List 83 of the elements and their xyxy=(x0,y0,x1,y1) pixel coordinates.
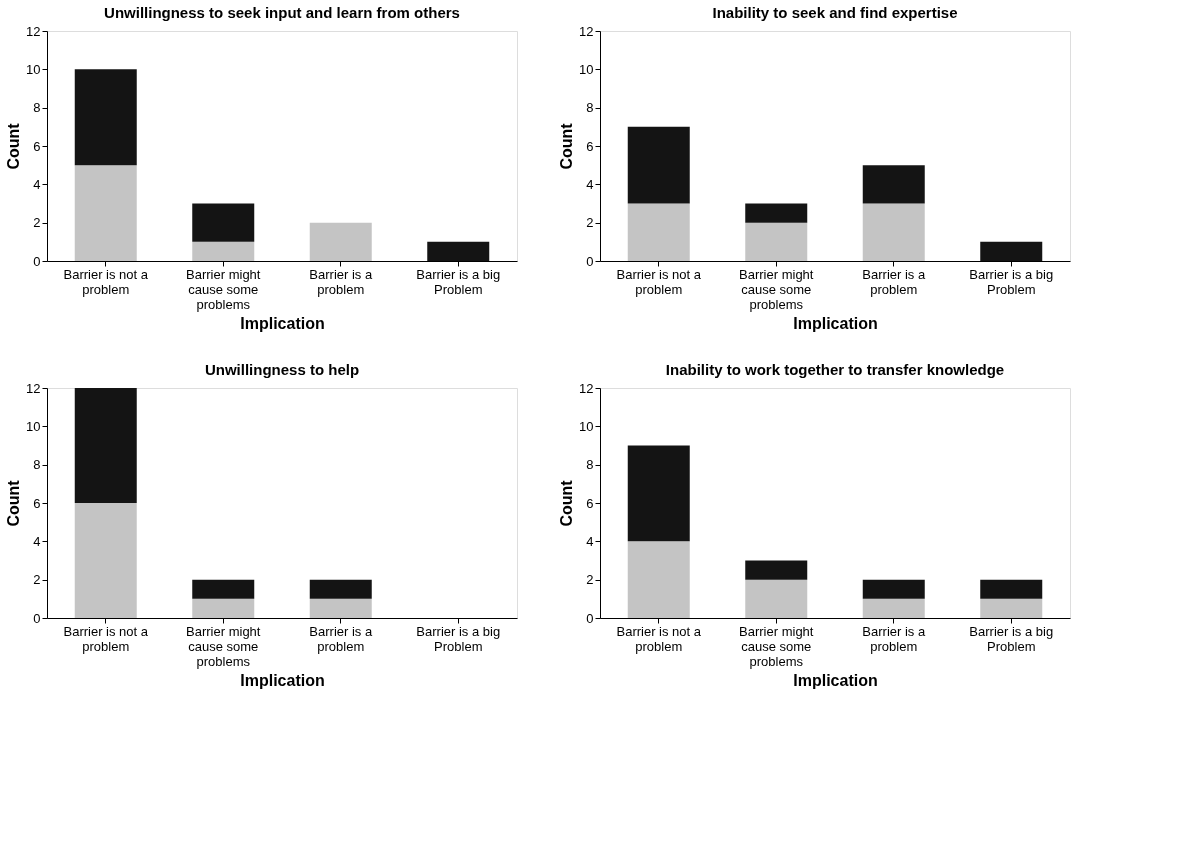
bar xyxy=(980,241,1043,261)
y-tick-label: 0 xyxy=(33,610,41,626)
y-tick-label: 8 xyxy=(586,100,594,116)
x-tick-label: Barrier is a big Problem xyxy=(969,266,1054,297)
bar xyxy=(627,203,690,261)
x-tick-label: Barrier might cause some problems xyxy=(186,623,261,669)
bar xyxy=(309,598,372,618)
bar xyxy=(309,579,372,599)
y-axis-title: Count xyxy=(5,122,23,170)
x-tick-label: Barrier is not a problem xyxy=(63,266,149,297)
x-tick-label: Barrier is not a problem xyxy=(616,623,702,654)
y-tick-label: 0 xyxy=(33,253,41,269)
x-tick-label: Barrier is a problem xyxy=(862,266,926,297)
bar xyxy=(862,598,925,618)
chart-title: Inability to seek and find expertise xyxy=(712,4,958,21)
bar xyxy=(74,165,137,261)
bar xyxy=(74,503,137,618)
y-tick-label: 8 xyxy=(33,457,41,473)
y-tick-label: 4 xyxy=(33,533,41,549)
x-tick-label: Barrier is not a problem xyxy=(63,623,149,654)
bar xyxy=(745,203,808,223)
y-tick-label: 10 xyxy=(26,418,41,434)
bar xyxy=(627,541,690,618)
y-tick-label: 2 xyxy=(33,572,41,588)
y-tick-label: 2 xyxy=(586,572,594,588)
bar xyxy=(74,388,137,503)
x-axis-title: Implication xyxy=(240,671,325,689)
y-tick-label: 10 xyxy=(26,61,41,77)
y-tick-label: 12 xyxy=(26,23,41,39)
bar xyxy=(745,222,808,261)
x-tick-label: Barrier is a problem xyxy=(309,623,373,654)
x-axis-title: Implication xyxy=(793,314,878,332)
chart-title: Unwillingness to seek input and learn from others xyxy=(104,4,460,21)
x-tick-label: Barrier might cause some problems xyxy=(739,623,814,669)
x-axis-title: Implication xyxy=(793,671,878,689)
y-tick-label: 6 xyxy=(33,138,41,154)
y-axis-title: Count xyxy=(558,479,576,527)
x-tick-label: Barrier might cause some problems xyxy=(186,266,261,312)
y-tick-label: 12 xyxy=(579,23,594,39)
chart-title: Inability to work together to transfer knowledge xyxy=(665,361,1005,378)
chart-title: Unwillingness to help xyxy=(204,361,360,378)
x-tick-label: Barrier is not a problem xyxy=(616,266,702,297)
y-tick-label: 4 xyxy=(586,176,594,192)
y-tick-label: 6 xyxy=(586,495,594,511)
y-tick-label: 12 xyxy=(579,380,594,396)
bar xyxy=(192,241,255,261)
y-tick-label: 4 xyxy=(586,533,594,549)
bar xyxy=(980,598,1043,618)
x-tick-label: Barrier is a big Problem xyxy=(969,623,1054,654)
bar xyxy=(192,579,255,599)
bar xyxy=(309,222,372,261)
x-tick-label: Barrier is a problem xyxy=(862,623,926,654)
bar xyxy=(862,203,925,261)
bar xyxy=(192,203,255,242)
bar xyxy=(980,579,1043,599)
y-tick-label: 2 xyxy=(33,215,41,231)
y-tick-label: 10 xyxy=(579,418,594,434)
bar xyxy=(862,165,925,204)
y-tick-label: 6 xyxy=(586,138,594,154)
bar xyxy=(862,579,925,599)
y-tick-label: 0 xyxy=(586,253,594,269)
y-tick-label: 8 xyxy=(33,100,41,116)
y-tick-label: 0 xyxy=(586,610,594,626)
y-axis-title: Count xyxy=(558,122,576,170)
bar xyxy=(627,445,690,542)
bar xyxy=(745,579,808,618)
bar xyxy=(627,126,690,204)
y-tick-label: 4 xyxy=(33,176,41,192)
y-tick-label: 6 xyxy=(33,495,41,511)
x-tick-label: Barrier might cause some problems xyxy=(739,266,814,312)
bar xyxy=(427,241,490,261)
y-tick-label: 2 xyxy=(586,215,594,231)
x-tick-label: Barrier is a big Problem xyxy=(416,623,501,654)
y-tick-label: 8 xyxy=(586,457,594,473)
bar xyxy=(192,598,255,618)
bar xyxy=(74,69,137,166)
bar xyxy=(745,560,808,580)
y-axis-title: Count xyxy=(5,479,23,527)
y-tick-label: 10 xyxy=(579,61,594,77)
y-tick-label: 12 xyxy=(26,380,41,396)
x-tick-label: Barrier is a big Problem xyxy=(416,266,501,297)
x-axis-title: Implication xyxy=(240,314,325,332)
x-tick-label: Barrier is a problem xyxy=(309,266,373,297)
